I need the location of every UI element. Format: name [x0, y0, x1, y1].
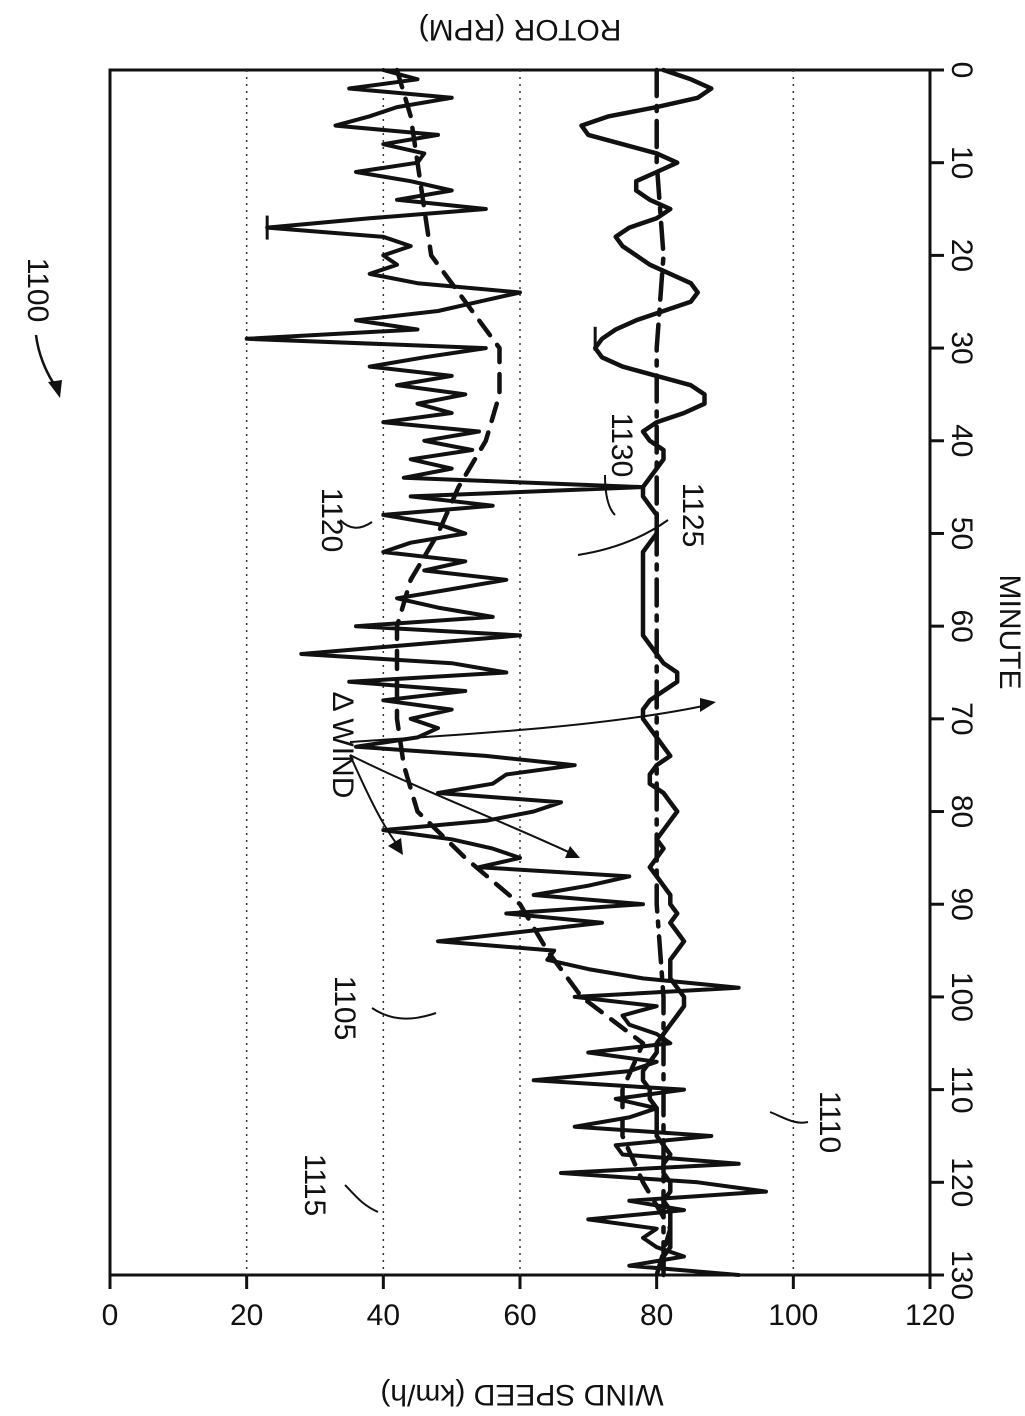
x-tick-label: 130: [945, 1250, 978, 1300]
y-tick-label: 60: [503, 1299, 536, 1332]
y-tick-label: 100: [768, 1299, 818, 1332]
ref-leader-1130: [604, 474, 616, 516]
delta-wind-arrowheads: [388, 698, 716, 858]
y-tick-label: 20: [230, 1299, 263, 1332]
y-tick-label: 0: [102, 1299, 119, 1332]
ref-label-1105: 1105: [328, 976, 361, 1041]
ref-leader-1110: [769, 1111, 809, 1124]
x-tick-label: 30: [945, 331, 978, 364]
figure-ref-label: 1100: [21, 258, 54, 323]
ref-leader-1115: [344, 1184, 379, 1213]
y-axis-left-title: WIND SPEED (km/h): [380, 1378, 663, 1411]
y-axis-right-title: ROTOR (RPM): [419, 13, 622, 46]
series-line-1130: [244, 68, 768, 1277]
ref-leader-1105: [371, 1007, 437, 1020]
ref-leader-1120: [339, 519, 373, 529]
gridlines: [245, 70, 795, 1275]
ref-label-1130: 1130: [605, 413, 638, 478]
ref-label-1110: 1110: [813, 1091, 846, 1153]
x-tick-label: 60: [945, 609, 978, 642]
series-line-1120: [654, 67, 666, 1278]
x-tick-label: 50: [945, 517, 978, 550]
delta-wind-annotation: Δ WIND: [326, 692, 359, 799]
figure-ref-arrowhead: [48, 380, 62, 398]
ref-label-1120: 1120: [315, 488, 348, 553]
x-axis-title: MINUTE: [993, 575, 1025, 690]
x-tick-label: 120: [945, 1157, 978, 1207]
x-tick-label: 40: [945, 424, 978, 457]
ref-label-1125: 1125: [676, 483, 709, 548]
x-tick-label: 10: [945, 146, 978, 179]
x-tick-label: 0: [945, 62, 978, 79]
x-tick-label: 110: [945, 1066, 978, 1114]
y-tick-label: 40: [367, 1299, 400, 1332]
x-tick-label: 70: [945, 702, 978, 735]
x-tick-label: 90: [945, 888, 978, 921]
series-line-1125: [394, 67, 673, 1278]
ref-label-1115: 1115: [298, 1154, 331, 1216]
ref-leader-1125: [577, 519, 669, 556]
series-layer: [244, 67, 768, 1278]
x-tick-label: 100: [945, 972, 978, 1022]
series-line-1115: [579, 67, 714, 1278]
y-tick-label: 120: [905, 1299, 955, 1332]
x-tick-label: 80: [945, 795, 978, 828]
x-tick-label: 20: [945, 239, 978, 272]
y-tick-label: 80: [640, 1299, 673, 1332]
